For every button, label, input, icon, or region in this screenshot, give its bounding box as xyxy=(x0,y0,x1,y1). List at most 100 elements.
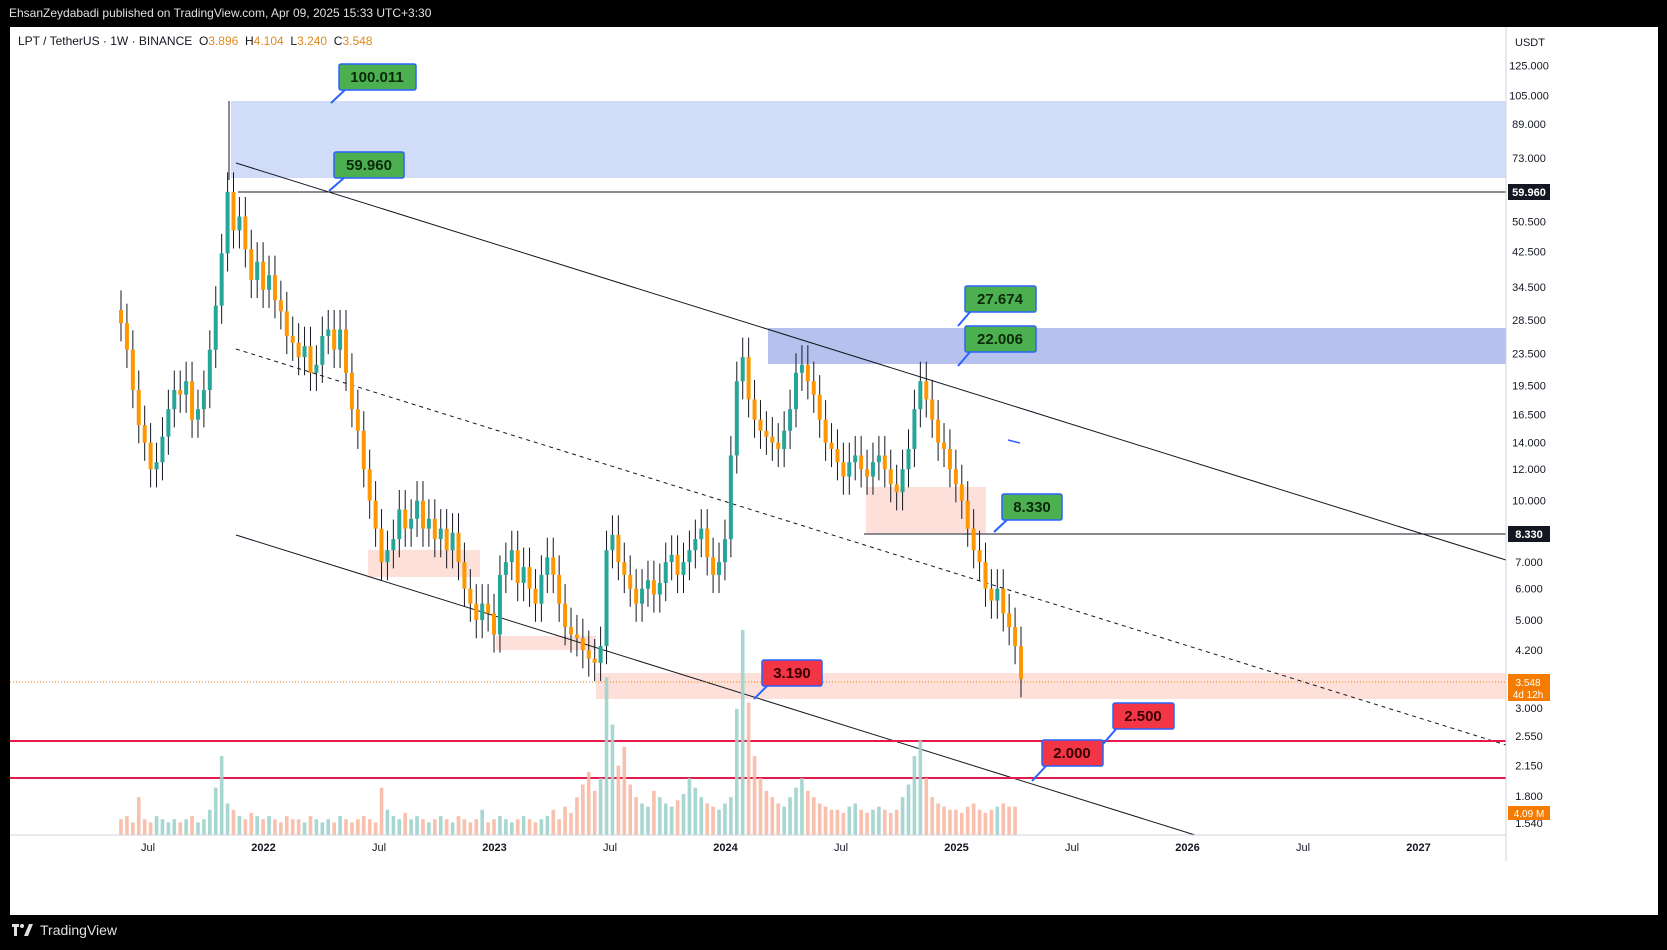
axis-badge-59960: 59.960 xyxy=(1508,184,1550,200)
candle-body xyxy=(391,539,396,551)
candle-body xyxy=(865,469,870,477)
candle-body xyxy=(622,562,627,575)
channel-lower-line[interactable] xyxy=(235,534,1196,836)
candle-body xyxy=(154,462,159,470)
callout-27674[interactable]: 27.674 xyxy=(957,285,1037,327)
high-value: 4.104 xyxy=(253,34,284,48)
candle-body xyxy=(645,580,650,589)
volume-bar xyxy=(930,797,934,835)
candle-body xyxy=(918,381,923,410)
volume-bar xyxy=(249,812,254,835)
candle-body xyxy=(746,357,751,400)
x-tick-label: 2022 xyxy=(251,842,275,854)
volume-bar xyxy=(320,822,325,835)
volume-bar xyxy=(610,724,615,835)
svg-text:4.09 M: 4.09 M xyxy=(1514,809,1545,820)
callout-8330-text: 8.330 xyxy=(1013,499,1051,516)
volume-bar xyxy=(811,797,816,835)
volume-bar xyxy=(652,790,656,835)
channel-upper-line[interactable] xyxy=(235,162,1507,561)
callout-3190[interactable]: 3.190 xyxy=(753,659,823,700)
volume-bar xyxy=(119,819,123,835)
y-tick-label: 28.500 xyxy=(1512,315,1546,327)
channel-mid-line[interactable] xyxy=(235,348,1507,746)
candle-body xyxy=(509,550,514,563)
volume-bar xyxy=(723,803,727,835)
volume-bar xyxy=(273,819,277,835)
volume-bar xyxy=(634,797,638,835)
volume-bar xyxy=(693,787,698,835)
callout-2000[interactable]: 2.000 xyxy=(1031,739,1104,782)
callout-59960[interactable]: 59.960 xyxy=(328,151,405,192)
volume-bar xyxy=(504,819,508,835)
volume-bar xyxy=(148,822,153,835)
candle-body xyxy=(912,409,917,449)
volume-bar xyxy=(983,812,988,835)
tradingview-icon xyxy=(12,924,33,936)
volume-bar xyxy=(770,797,775,835)
volume-bar xyxy=(669,806,674,835)
x-tick-label: Jul xyxy=(1065,842,1079,854)
volume-bar xyxy=(450,822,455,835)
candle-body xyxy=(604,550,609,647)
candle-body xyxy=(533,588,538,604)
candle-body xyxy=(569,627,573,635)
volume-bar xyxy=(284,816,289,835)
volume-bar xyxy=(498,816,502,835)
candle-body xyxy=(586,650,591,659)
price-axis[interactable]: 125.000 105.000 89.000 73.000 50.500 42.500 34… xyxy=(1509,60,1549,830)
volume-bar xyxy=(219,756,224,835)
volume-bar xyxy=(865,812,869,835)
volume-bar xyxy=(444,819,449,835)
candle-body xyxy=(675,554,680,575)
callout-8330[interactable]: 8.330 xyxy=(993,493,1063,533)
volume-bar xyxy=(438,816,443,835)
top-bar: EhsanZeydabadi published on TradingView.… xyxy=(0,0,1667,27)
candle-body xyxy=(876,455,881,463)
candle-body xyxy=(592,658,597,663)
candle-body xyxy=(959,484,964,501)
svg-text:3.548: 3.548 xyxy=(1515,678,1540,689)
y-tick-label: 16.500 xyxy=(1512,409,1546,421)
volume-bar xyxy=(196,822,200,835)
candle-body xyxy=(953,469,958,485)
candle-body xyxy=(681,562,686,575)
candle-body xyxy=(870,462,875,477)
candle-body xyxy=(882,455,887,470)
candle-body xyxy=(722,539,727,563)
volume-bar xyxy=(592,790,597,835)
candle-body xyxy=(178,390,183,395)
volume-bar xyxy=(202,819,206,835)
candle-body xyxy=(397,509,402,540)
volume-bar xyxy=(131,822,135,835)
x-tick-label: Jul xyxy=(1296,842,1310,854)
volume-bar xyxy=(640,803,644,835)
candle-body xyxy=(492,613,497,635)
volume-bar xyxy=(1007,806,1011,835)
candle-body xyxy=(551,557,556,575)
tradingview-logo[interactable]: TradingView xyxy=(12,922,117,938)
time-axis[interactable]: Jul 2022 Jul 2023 Jul 2024 Jul 2025 Jul 2026 Jul 20… xyxy=(141,842,1431,854)
candle-body xyxy=(308,346,313,373)
volume-bar xyxy=(391,816,396,835)
volume-bar xyxy=(308,816,313,835)
low-value: 3.240 xyxy=(297,34,328,48)
candle-body xyxy=(314,364,319,373)
volume-bar xyxy=(663,803,668,835)
volume-bar xyxy=(646,806,650,835)
candle-body xyxy=(669,554,674,563)
resistance-zone-mid xyxy=(768,328,1506,364)
candle-body xyxy=(195,409,200,420)
symbol-legend[interactable]: LPT / TetherUS · 1W · BINANCE O3.896 H4.… xyxy=(18,34,373,48)
candle-body xyxy=(574,634,579,639)
y-tick-label: 42.500 xyxy=(1512,246,1546,258)
callout-2500[interactable]: 2.500 xyxy=(1102,702,1175,745)
callout-100011[interactable]: 100.011 xyxy=(330,63,417,104)
volume-bar xyxy=(456,816,461,835)
volume-bar xyxy=(995,806,1000,835)
candle-body xyxy=(734,381,739,456)
candle-body xyxy=(770,436,775,443)
callout-22006[interactable]: 22.006 xyxy=(957,325,1037,367)
candle-body xyxy=(367,469,372,501)
